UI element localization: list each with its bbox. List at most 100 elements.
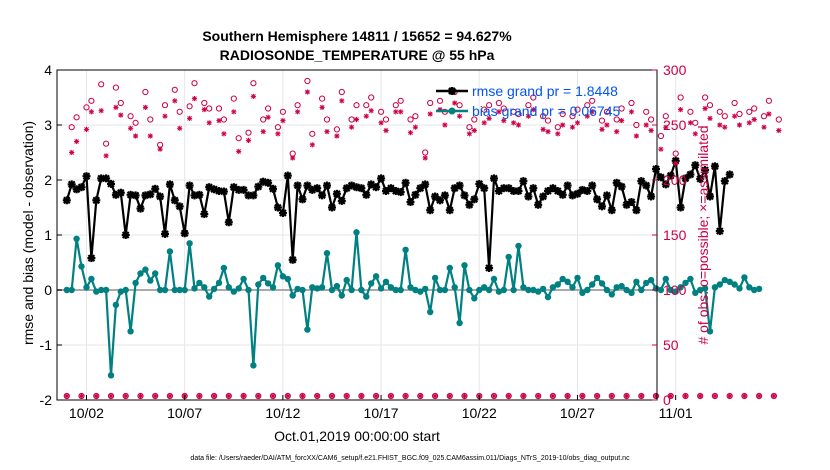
assimilated-obs-point: [309, 142, 315, 148]
bias-point: [230, 288, 237, 295]
bias-point: [397, 286, 404, 294]
rmse-point: [539, 192, 548, 201]
rmse-point: [298, 195, 307, 204]
bias-point: [264, 280, 272, 287]
possible-obs-point: [657, 132, 665, 140]
bias-point: [490, 275, 498, 283]
assimilated-obs-point: [746, 120, 752, 126]
rmse-point: [715, 227, 724, 236]
possible-obs-point: [432, 392, 439, 400]
rmse-point: [62, 196, 71, 205]
assimilated-obs-point: [191, 95, 198, 102]
assimilated-obs-point: [447, 393, 453, 399]
rmse-point: [362, 190, 371, 199]
bias-point: [328, 286, 336, 294]
x-tick-label: 11/01: [659, 405, 693, 421]
assimilated-obs-point: [736, 122, 743, 128]
possible-obs-point: [407, 116, 414, 123]
bias-point: [741, 274, 748, 281]
assimilated-obs-point: [496, 109, 502, 115]
rmse-point: [121, 231, 130, 239]
assimilated-obs-point: [398, 109, 404, 115]
rmse-point: [77, 183, 86, 192]
x-tick-label: 10/12: [265, 405, 300, 421]
x-tick-label: 10/02: [69, 405, 104, 421]
assimilated-obs-point: [535, 393, 541, 399]
rmse-point: [485, 264, 494, 272]
assimilated-obs-point: [265, 114, 271, 120]
bias-point: [314, 285, 321, 292]
assimilated-obs-point: [344, 393, 350, 399]
bias-point: [603, 286, 611, 294]
bias-point: [667, 286, 674, 294]
rmse-point: [686, 170, 695, 179]
assimilated-obs-point: [319, 104, 325, 111]
possible-obs-point: [466, 124, 473, 131]
rmse-point: [490, 174, 498, 183]
assimilated-obs-point: [329, 393, 335, 399]
assimilated-obs-point: [201, 106, 207, 113]
bias-point: [309, 284, 316, 291]
rmse-point: [264, 178, 273, 187]
possible-obs-point: [230, 95, 237, 102]
assimilated-obs-point: [673, 160, 679, 167]
bias-point: [510, 286, 517, 294]
possible-obs-point: [127, 113, 134, 120]
assimilated-obs-point: [118, 112, 124, 118]
bias-point: [269, 284, 277, 291]
bias-point: [368, 280, 375, 287]
bias-point: [721, 276, 728, 284]
assimilated-obs-point: [466, 131, 472, 137]
left-tick-label: 0: [44, 282, 52, 298]
rmse-point: [710, 162, 719, 171]
rmse-point: [602, 191, 611, 200]
rmse-point: [87, 254, 96, 263]
assimilated-obs-point: [707, 115, 713, 122]
bias-point: [181, 286, 188, 294]
rmse-point: [583, 187, 592, 195]
bias-point: [427, 308, 434, 316]
possible-obs-point: [319, 95, 326, 102]
rmse-point: [652, 165, 660, 173]
bias-point: [112, 301, 120, 309]
rmse-point: [524, 192, 533, 201]
x-tick-label: 10/22: [462, 405, 497, 421]
possible-obs-point: [530, 94, 537, 101]
assimilated-obs-point: [349, 124, 355, 130]
assimilated-obs-point: [457, 113, 463, 119]
left-tick-label: -1: [40, 337, 53, 353]
possible-obs-point: [677, 94, 684, 101]
rmse-point: [357, 184, 366, 193]
bias-point: [623, 286, 630, 294]
bias-point: [402, 246, 409, 253]
bias-point: [520, 284, 527, 291]
assimilated-obs-point: [64, 393, 70, 399]
possible-obs-point: [540, 113, 547, 120]
bias-point: [132, 279, 139, 287]
assimilated-obs-point: [368, 108, 374, 114]
assimilated-obs-point: [677, 106, 684, 113]
rmse-point: [200, 210, 209, 219]
possible-obs-point: [171, 86, 178, 93]
rmse-point: [460, 191, 469, 200]
bias-point: [530, 286, 537, 294]
bias-point: [731, 281, 738, 288]
bias-point: [318, 284, 326, 291]
assimilated-obs-point: [515, 122, 522, 128]
y-axis-left-title: rmse and bias (model - observation): [20, 121, 36, 345]
bias-point: [647, 276, 655, 284]
assimilated-obs-point: [692, 131, 698, 137]
bias-point: [338, 292, 345, 299]
bias-point: [304, 326, 311, 333]
legend-bias-marker: [448, 107, 456, 115]
rmse-point: [725, 170, 734, 179]
bias-point: [196, 279, 203, 287]
assimilated-obs-point: [403, 393, 409, 399]
bias-point: [441, 286, 449, 294]
assimilated-obs-point: [280, 117, 286, 124]
possible-obs-point: [201, 99, 208, 107]
bias-point: [166, 248, 174, 255]
assimilated-obs-point: [756, 393, 762, 399]
assimilated-obs-point: [128, 125, 134, 131]
assimilated-obs-point: [152, 393, 158, 399]
